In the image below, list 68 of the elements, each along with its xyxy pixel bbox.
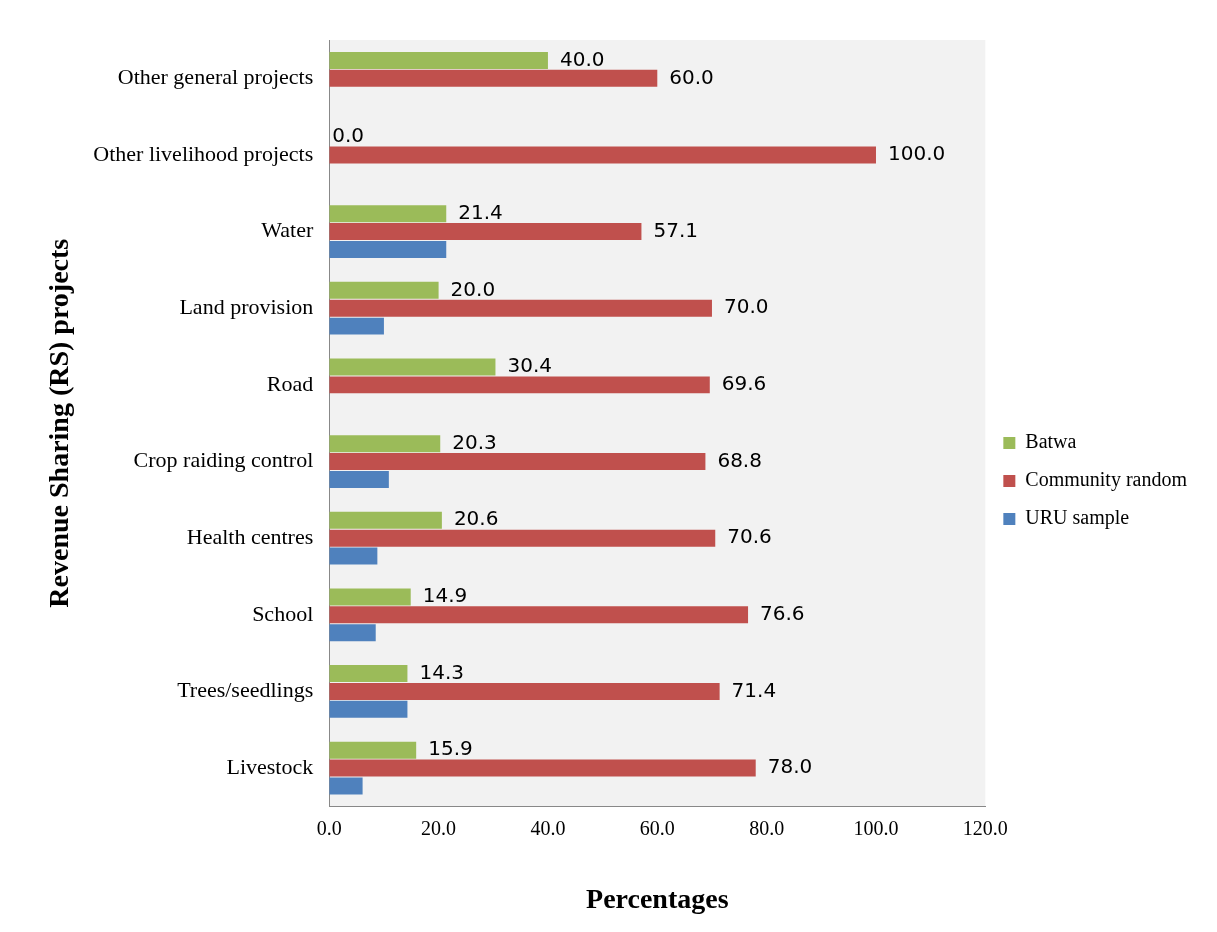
data-label: 0.0: [332, 123, 365, 148]
data-label: 60.0: [669, 64, 714, 89]
data-label: 70.6: [727, 524, 772, 549]
bar: [329, 69, 658, 87]
data-label: 30.4: [507, 353, 552, 378]
data-label: 20.3: [452, 429, 497, 454]
data-label: 70.0: [723, 294, 769, 319]
bar: [329, 299, 712, 317]
x-tick-label: 60.0: [639, 816, 675, 839]
bar: [329, 317, 384, 335]
x-tick-label: 20.0: [421, 816, 457, 839]
y-tick-label: Crop raiding control: [133, 447, 314, 473]
data-label: 15.9: [428, 736, 473, 761]
x-tick-label: 40.0: [530, 816, 566, 839]
data-label: 68.8: [717, 447, 762, 472]
bar: [329, 240, 447, 258]
data-label: 76.6: [760, 601, 805, 625]
data-label: 14.3: [419, 659, 464, 684]
x-tick-label: 120.0: [962, 816, 1008, 839]
y-tick-label: Health centres: [186, 523, 314, 549]
x-tick-label: 100.0: [853, 816, 899, 839]
bar: [329, 281, 439, 299]
x-axis-title: Percentages: [586, 883, 729, 915]
bar: [329, 470, 389, 488]
y-tick-label: Water: [261, 217, 314, 243]
bar: [329, 588, 411, 606]
y-tick-label: Road: [266, 370, 314, 396]
data-label: 14.9: [422, 583, 468, 608]
legend-label: URU sample: [1025, 506, 1130, 530]
bar: [329, 547, 378, 565]
bar: [329, 146, 876, 164]
data-label: 20.6: [453, 506, 499, 531]
bar: [329, 741, 417, 759]
bar: [329, 529, 716, 547]
y-tick-label: Land provision: [179, 294, 314, 320]
bar: [329, 376, 710, 394]
y-axis-title: Revenue Sharing (RS) projects: [43, 238, 75, 608]
data-label: 21.4: [458, 199, 503, 224]
bar: [329, 759, 756, 777]
data-label: 78.0: [767, 754, 813, 779]
x-tick-label: 80.0: [749, 816, 785, 839]
data-label: 71.4: [731, 677, 777, 702]
bar: [329, 223, 642, 241]
bar: [329, 51, 548, 69]
bar: [329, 435, 441, 453]
data-label: 69.6: [721, 371, 767, 396]
data-label: 20.0: [450, 276, 496, 301]
y-tick-label: School: [252, 600, 314, 626]
data-label: 100.0: [887, 141, 946, 166]
bar: [329, 606, 749, 624]
bar: [329, 665, 408, 683]
data-label: 40.0: [559, 46, 605, 71]
bar: [329, 205, 447, 223]
data-label: 57.1: [653, 217, 698, 242]
x-tick-label: 0.0: [316, 816, 342, 839]
legend-label: Batwa: [1025, 430, 1077, 453]
bar: [329, 682, 720, 700]
legend-label: Community random: [1025, 468, 1188, 492]
bar: [329, 453, 706, 471]
bar: [329, 700, 408, 718]
y-tick-label: Other general projects: [117, 64, 314, 90]
bar: [329, 358, 496, 376]
bar: [329, 777, 363, 795]
y-tick-label: Livestock: [226, 753, 314, 779]
y-tick-label: Other livelihood projects: [93, 140, 314, 166]
y-tick-label: Trees/seedlings: [177, 677, 314, 703]
bar: [329, 511, 442, 529]
bar: [329, 624, 376, 642]
